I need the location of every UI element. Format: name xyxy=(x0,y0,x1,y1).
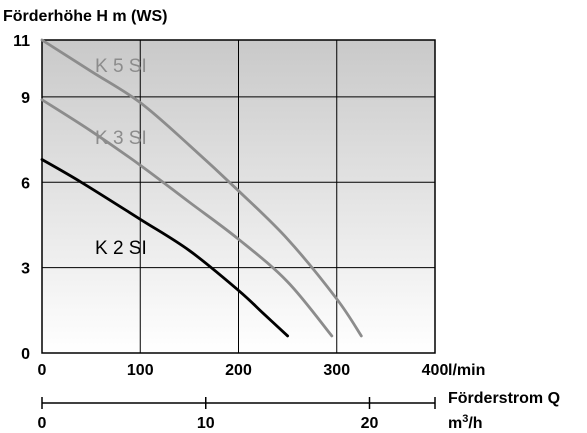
x-tick-label-lmin: 200 xyxy=(225,362,252,379)
y-tick-label: 6 xyxy=(21,175,30,192)
series-lines xyxy=(40,38,363,338)
series-label-k3: K 3 SI xyxy=(95,128,147,149)
y-tick-label: 9 xyxy=(21,90,30,107)
y-tick-labels: 0 3 6 9 11 xyxy=(13,33,30,363)
y-tick-label: 0 xyxy=(21,346,30,363)
x-tick-label-m3h: 10 xyxy=(197,415,215,432)
x-tick-label-lmin: 400 xyxy=(422,362,449,379)
x-axis-unit-m3h: m3/h xyxy=(448,413,483,432)
x-tick-labels-lmin: 0 100 200 300 400 xyxy=(38,362,449,379)
x-axis-title-flow: Förderstrom Q xyxy=(448,390,560,407)
x-axis-unit-lmin: l/min xyxy=(448,362,485,379)
x-tick-label-m3h: 0 xyxy=(38,415,47,432)
series-line-k-3-si xyxy=(40,98,334,338)
y-tick-label: 11 xyxy=(13,33,30,50)
secondary-axis-m3h xyxy=(41,397,436,409)
y-axis-title: Förderhöhe H m (WS) xyxy=(3,8,167,25)
series-line-k-5-si xyxy=(40,38,363,338)
x-tick-labels-m3h: 0 10 20 xyxy=(38,415,379,432)
x-tick-label-lmin: 0 xyxy=(38,362,47,379)
series-line-k-2-si xyxy=(40,158,290,338)
y-tick-label: 3 xyxy=(21,261,30,278)
x-tick-label-m3h: 20 xyxy=(361,415,379,432)
m3h-unit-tail: /h xyxy=(468,415,482,432)
series-label-k2: K 2 SI xyxy=(95,238,147,259)
grid-lines xyxy=(42,40,435,353)
series-label-k5: K 5 SI xyxy=(95,56,147,77)
x-tick-label-lmin: 100 xyxy=(127,362,154,379)
x-tick-label-lmin: 300 xyxy=(323,362,350,379)
m3h-unit-sup: 3 xyxy=(462,413,468,425)
m3h-unit-base: m xyxy=(448,415,462,432)
